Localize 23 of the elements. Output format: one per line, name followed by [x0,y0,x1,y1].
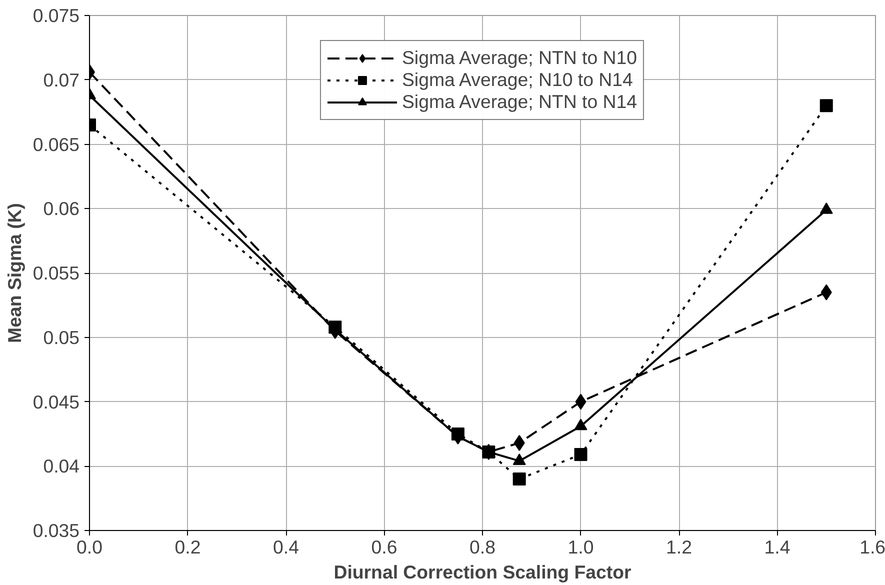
legend-label: Sigma Average; NTN to N14 [402,91,638,113]
y-tick-label: 0.07 [43,69,80,90]
y-tick-label: 0.065 [32,134,80,155]
legend-label: Sigma Average; N10 to N14 [402,69,633,91]
x-tick-label: 0.2 [174,536,201,558]
x-tick-label: 0.4 [273,536,299,558]
y-tick-label: 0.055 [32,262,80,284]
y-axis-title: Mean Sigma (K) [4,203,25,343]
x-tick-label: 1.4 [764,536,790,558]
x-tick-label: 1.6 [860,536,885,558]
x-tick-label: 1.2 [666,536,692,558]
y-tick-label: 0.045 [32,391,80,412]
y-tick-label: 0.06 [43,198,80,220]
y-tick-label: 0.04 [43,456,80,477]
x-tick-label: 0.0 [76,536,102,558]
x-axis-title: Diurnal Correction Scaling Factor [334,562,632,582]
y-tick-label: 0.035 [32,520,80,541]
x-tick-label: 0.6 [371,536,398,558]
y-tick-label: 0.075 [32,5,80,26]
legend-label: Sigma Average; NTN to N10 [402,47,638,69]
x-tick-label: 0.8 [470,536,496,558]
y-tick-label: 0.05 [43,326,80,348]
x-tick-label: 1.0 [568,536,594,558]
